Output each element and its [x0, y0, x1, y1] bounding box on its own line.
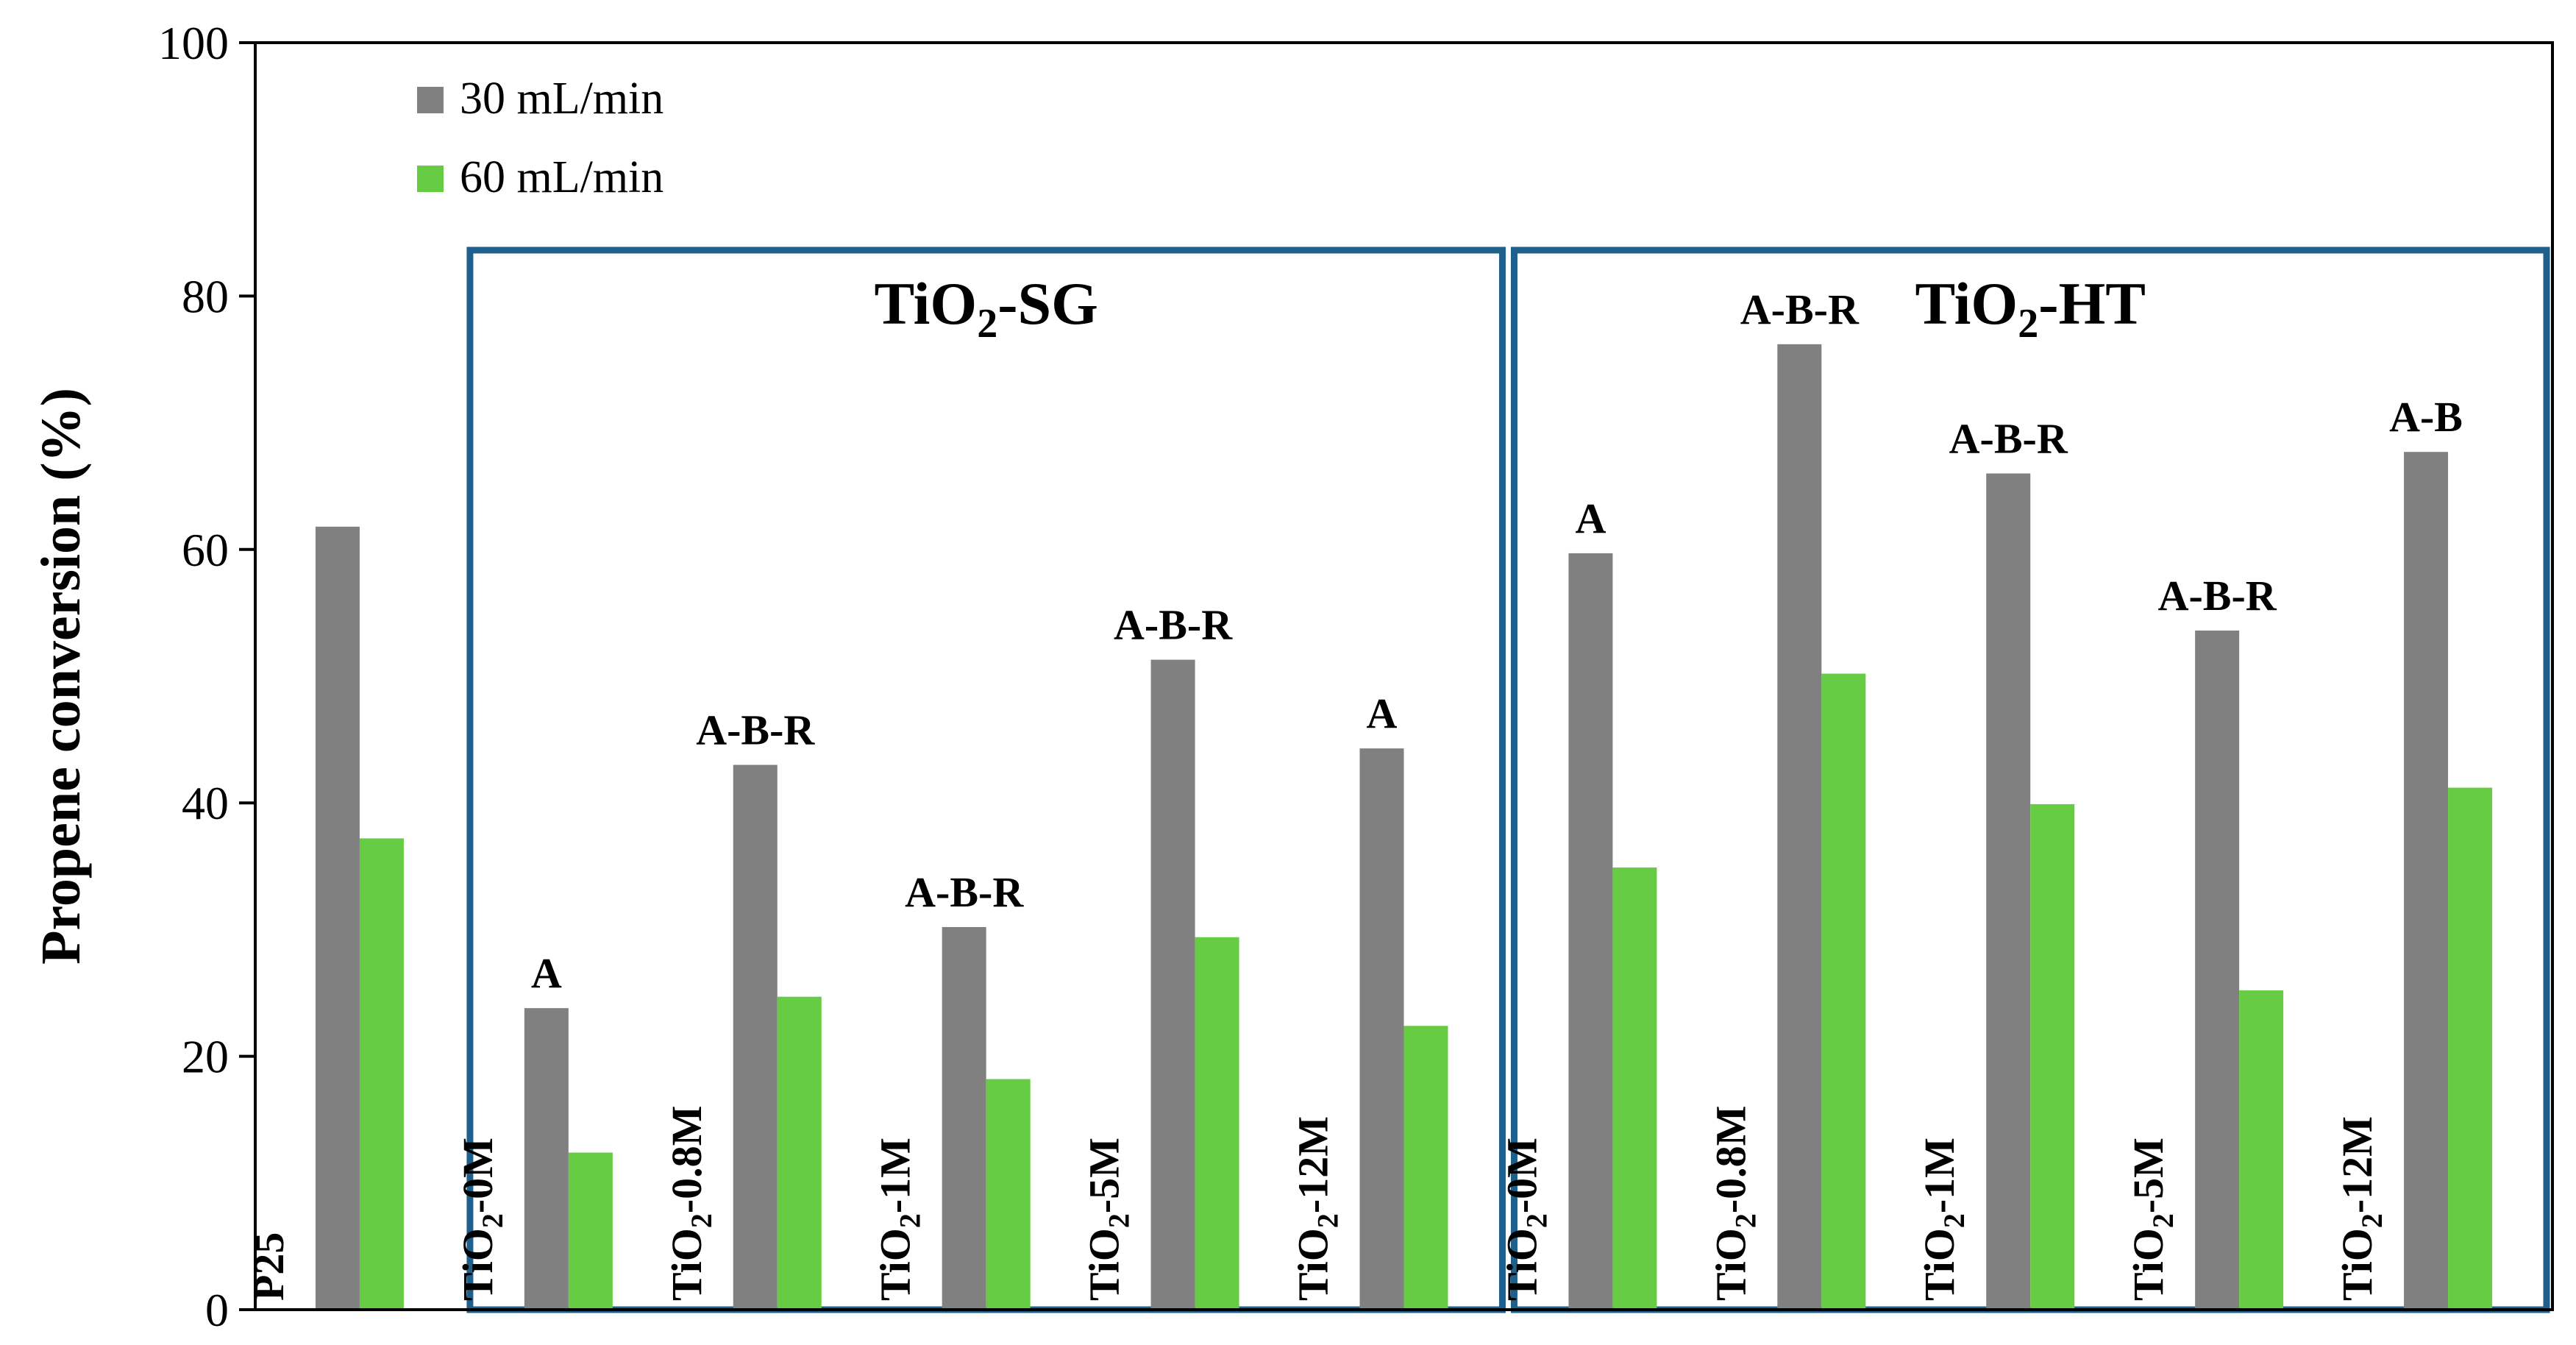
- bar-60-10: [2239, 990, 2284, 1310]
- category-label-subscript: 2: [1312, 1213, 1345, 1228]
- category-label-10: TiO2-5M: [2124, 1138, 2180, 1301]
- phase-label-11: A-B: [2389, 393, 2463, 441]
- category-label-text: P25: [245, 1232, 293, 1301]
- category-label-text: TiO: [1289, 1228, 1337, 1301]
- group-title-text: TiO: [874, 270, 977, 337]
- bar-30-3: [733, 764, 778, 1310]
- legend-swatch-60: [417, 166, 444, 192]
- phase-label-7: A: [1575, 494, 1606, 542]
- y-tick-label: 40: [182, 777, 229, 829]
- category-label-subscript: 2: [476, 1213, 509, 1228]
- category-label-text: TiO: [872, 1228, 919, 1301]
- phase-label-5: A-B-R: [1114, 601, 1233, 649]
- category-label-text: -5M: [1081, 1138, 1128, 1213]
- phase-label-9: A-B-R: [1949, 414, 2068, 462]
- legend: 30 mL/min 60 mL/min: [417, 74, 663, 202]
- category-label-text: -0M: [1498, 1138, 1545, 1213]
- category-label-5: TiO2-5M: [1081, 1138, 1136, 1301]
- bar-30-4: [942, 926, 986, 1310]
- legend-swatch-30: [417, 87, 444, 113]
- y-tick-label: 20: [182, 1031, 229, 1083]
- category-label-text: TiO: [454, 1228, 502, 1301]
- bar-60-9: [2030, 803, 2075, 1310]
- bar-30-7: [1568, 553, 1613, 1310]
- category-label-7: TiO2-0M: [1498, 1138, 1553, 1301]
- phase-label-2: A: [531, 949, 562, 997]
- category-label-6: TiO2-12M: [1289, 1116, 1345, 1301]
- y-axis-label: Propene conversion (%): [30, 388, 92, 965]
- category-label-text: TiO: [1081, 1228, 1128, 1301]
- phase-label-6: A: [1367, 689, 1398, 737]
- group-title-subscript: 2: [2018, 301, 2038, 347]
- category-label-9: TiO2-1M: [1915, 1138, 1971, 1301]
- bar-60-7: [1612, 867, 1657, 1310]
- group-title-2: TiO2-HT: [1915, 270, 2146, 347]
- category-label-text: -12M: [1289, 1116, 1337, 1213]
- y-tick-label: 0: [205, 1284, 229, 1336]
- group-title-subscript: 2: [977, 301, 997, 347]
- bars: [315, 344, 2493, 1310]
- phase-label-8: A-B-R: [1740, 285, 1860, 333]
- category-label-text: -0M: [454, 1138, 502, 1213]
- legend-label-60: 60 mL/min: [460, 152, 663, 202]
- bar-60-11: [2448, 787, 2493, 1310]
- bar-60-6: [1403, 1026, 1448, 1310]
- category-label-3: TiO2-0.8M: [663, 1106, 718, 1301]
- category-label-subscript: 2: [894, 1213, 927, 1228]
- labels: TiO2-SG TiO2-HTP25ATiO2-0MA-B-RTiO2-0.8MA…: [30, 17, 2463, 1336]
- group-title-1: TiO2-SG: [874, 270, 1097, 347]
- category-label-text: TiO: [663, 1228, 711, 1301]
- bar-30-10: [2195, 631, 2240, 1310]
- bar-30-6: [1359, 748, 1404, 1310]
- category-label-text: -1M: [872, 1138, 919, 1213]
- plot-frame: [254, 41, 2554, 1311]
- category-label-4: TiO2-1M: [872, 1138, 927, 1301]
- category-label-text: -0.8M: [663, 1106, 711, 1214]
- category-label-text: -0.8M: [1707, 1106, 1754, 1214]
- bar-30-9: [1986, 473, 2031, 1310]
- category-label-text: -1M: [1915, 1138, 1963, 1213]
- category-label-subscript: 2: [685, 1213, 718, 1228]
- bar-30-1: [315, 526, 360, 1310]
- bar-60-4: [986, 1079, 1031, 1310]
- bar-30-2: [524, 1008, 569, 1310]
- group-title-text: TiO: [1915, 270, 2018, 337]
- phase-label-3: A-B-R: [696, 706, 815, 754]
- bar-30-8: [1777, 344, 1822, 1310]
- category-label-text: TiO: [1707, 1228, 1754, 1301]
- category-label-subscript: 2: [1520, 1213, 1553, 1228]
- category-label-subscript: 2: [1103, 1213, 1136, 1228]
- bar-30-5: [1150, 659, 1195, 1310]
- category-label-text: -5M: [2124, 1138, 2172, 1213]
- bar-60-8: [1821, 673, 1866, 1310]
- legend-label-30: 30 mL/min: [460, 74, 663, 124]
- group-title-text: -SG: [997, 270, 1098, 337]
- category-label-subscript: 2: [1938, 1213, 1971, 1228]
- category-label-subscript: 2: [1729, 1213, 1762, 1228]
- phase-label-10: A-B-R: [2158, 572, 2277, 620]
- y-tick-label: 80: [182, 270, 229, 322]
- category-label-1: P25: [245, 1232, 293, 1301]
- category-label-text: TiO: [1498, 1228, 1545, 1301]
- category-label-2: TiO2-0M: [454, 1138, 509, 1301]
- bar-60-5: [1195, 937, 1239, 1310]
- category-label-11: TiO2-12M: [2333, 1116, 2388, 1301]
- bar-60-2: [568, 1152, 613, 1310]
- group-title-text: -HT: [2038, 270, 2146, 337]
- bar-60-3: [777, 996, 822, 1310]
- y-tick-label: 100: [158, 17, 229, 69]
- category-label-text: -12M: [2333, 1116, 2381, 1213]
- bar-60-1: [359, 838, 404, 1310]
- bar-30-11: [2404, 452, 2449, 1310]
- phase-label-4: A-B-R: [905, 868, 1024, 916]
- category-label-text: TiO: [1915, 1228, 1963, 1301]
- category-label-subscript: 2: [2146, 1213, 2180, 1228]
- y-tick-label: 60: [182, 524, 229, 576]
- category-label-text: TiO: [2124, 1228, 2172, 1301]
- category-label-8: TiO2-0.8M: [1707, 1106, 1762, 1301]
- category-label-subscript: 2: [2355, 1213, 2388, 1228]
- category-label-text: TiO: [2333, 1228, 2381, 1301]
- axes: [239, 41, 2554, 1311]
